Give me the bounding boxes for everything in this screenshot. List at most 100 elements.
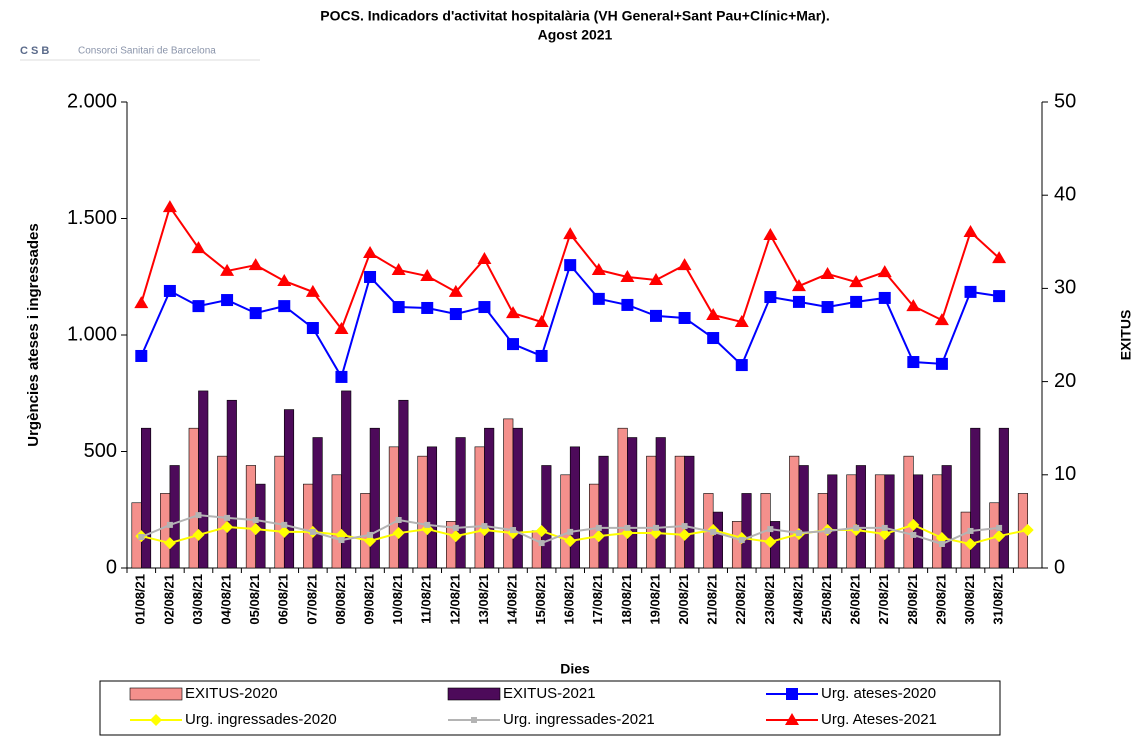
bar bbox=[188, 427, 199, 569]
point bbox=[278, 525, 291, 538]
legend bbox=[99, 680, 1001, 736]
point bbox=[963, 225, 978, 238]
point bbox=[706, 307, 721, 320]
bar bbox=[217, 455, 228, 569]
point bbox=[335, 370, 348, 383]
point bbox=[878, 291, 891, 304]
logo: C S B bbox=[20, 45, 49, 57]
legend-marker bbox=[471, 717, 477, 723]
bar bbox=[312, 437, 323, 569]
point bbox=[964, 285, 977, 298]
x-tick-label: 14/08/21 bbox=[504, 574, 519, 625]
x-tick-label: 13/08/21 bbox=[476, 574, 491, 625]
bar bbox=[970, 427, 981, 569]
bar bbox=[712, 511, 723, 569]
point bbox=[1021, 524, 1034, 537]
bar bbox=[541, 465, 552, 569]
point bbox=[678, 311, 691, 324]
point bbox=[677, 258, 692, 271]
y2-tick-label: 0 bbox=[1054, 556, 1065, 578]
point bbox=[481, 523, 488, 530]
point bbox=[478, 301, 491, 314]
legend-marker bbox=[150, 714, 162, 726]
point bbox=[592, 530, 605, 543]
legend-label: Urg. ateses-2020 bbox=[821, 685, 936, 702]
bar bbox=[674, 455, 685, 569]
bar bbox=[398, 399, 409, 569]
bar bbox=[417, 455, 428, 569]
chart-title: POCS. Indicadors d'activitat hospitalàri… bbox=[320, 8, 829, 24]
point bbox=[138, 534, 145, 541]
point bbox=[567, 528, 574, 535]
bar bbox=[274, 455, 285, 569]
point bbox=[535, 349, 548, 362]
point bbox=[248, 258, 263, 271]
point bbox=[849, 275, 864, 288]
bar bbox=[360, 493, 371, 569]
point bbox=[278, 300, 291, 313]
legend-label: EXITUS-2021 bbox=[503, 685, 596, 702]
bar bbox=[646, 455, 657, 569]
x-tick-label: 19/08/21 bbox=[647, 574, 662, 625]
point bbox=[624, 524, 631, 531]
bar bbox=[617, 427, 628, 569]
point bbox=[192, 300, 205, 313]
bar bbox=[531, 530, 542, 569]
x-tick-label: 04/08/21 bbox=[219, 574, 234, 625]
x-tick-label: 06/08/21 bbox=[276, 574, 291, 625]
point bbox=[877, 265, 892, 278]
point bbox=[510, 527, 517, 534]
point bbox=[277, 273, 292, 286]
point bbox=[420, 269, 435, 282]
bar bbox=[560, 474, 571, 569]
bar bbox=[245, 465, 256, 569]
bar bbox=[484, 427, 495, 569]
y-tick-label: 1.500 bbox=[67, 207, 117, 229]
point bbox=[738, 537, 745, 544]
point bbox=[881, 524, 888, 531]
x-tick-label: 17/08/21 bbox=[590, 574, 605, 625]
point bbox=[791, 279, 806, 292]
point bbox=[907, 518, 920, 531]
x-tick-label: 08/08/21 bbox=[333, 574, 348, 625]
point bbox=[306, 322, 319, 335]
bar bbox=[884, 474, 895, 569]
bar bbox=[789, 455, 800, 569]
point bbox=[191, 241, 206, 254]
x-tick-label: 26/08/21 bbox=[848, 574, 863, 625]
legend-marker bbox=[785, 713, 799, 725]
point bbox=[735, 359, 748, 372]
point bbox=[221, 294, 234, 307]
point bbox=[281, 521, 288, 528]
x-tick-label: 11/08/21 bbox=[419, 574, 434, 624]
bar bbox=[169, 465, 180, 569]
y2-tick-label: 20 bbox=[1054, 370, 1076, 392]
bar bbox=[903, 455, 914, 569]
point bbox=[853, 524, 860, 531]
point bbox=[538, 540, 545, 547]
bar bbox=[655, 437, 666, 569]
legend-swatch bbox=[447, 687, 501, 701]
y2-tick-label: 30 bbox=[1054, 277, 1076, 299]
point bbox=[993, 290, 1006, 303]
x-tick-label: 16/08/21 bbox=[562, 574, 577, 625]
point bbox=[477, 252, 492, 265]
y-tick-label: 1.000 bbox=[67, 323, 117, 345]
y2-tick-label: 40 bbox=[1054, 183, 1076, 205]
bar bbox=[855, 465, 866, 569]
legend-marker bbox=[786, 688, 798, 700]
point bbox=[935, 357, 948, 370]
point bbox=[364, 270, 377, 283]
bar bbox=[569, 446, 581, 569]
bar bbox=[388, 446, 399, 569]
x-tick-label: 02/08/21 bbox=[161, 574, 176, 625]
y-tick-label: 2.000 bbox=[67, 90, 117, 112]
point bbox=[249, 307, 262, 320]
bar bbox=[798, 465, 809, 569]
point bbox=[249, 523, 262, 536]
point bbox=[938, 541, 945, 548]
point bbox=[964, 538, 977, 551]
bar bbox=[303, 483, 314, 569]
point bbox=[448, 284, 463, 297]
bar bbox=[598, 455, 609, 569]
